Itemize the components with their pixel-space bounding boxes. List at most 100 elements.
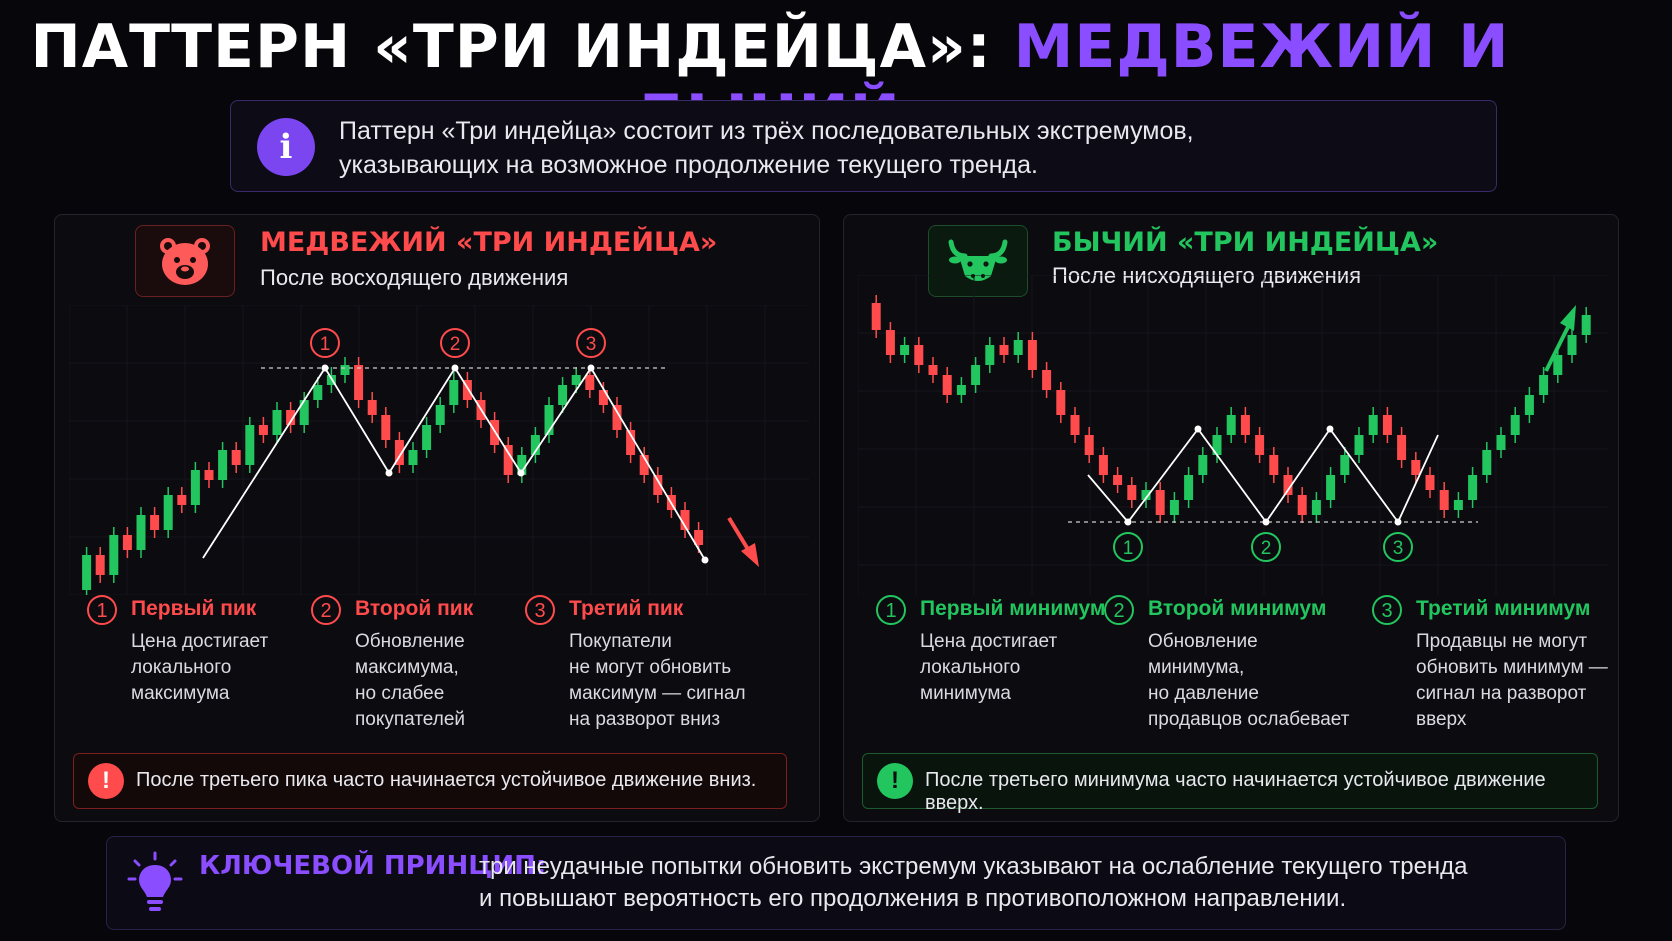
- bull-candle: [1311, 500, 1321, 515]
- bull-step-description: Обновление минимума, но давление продавцов …: [1148, 629, 1349, 733]
- bear-step-number: 2: [311, 595, 341, 625]
- bear-candle: [95, 555, 105, 575]
- bear-badge: [135, 225, 235, 297]
- bear-step-description-line: Покупатели: [569, 631, 672, 652]
- bull-candle: [871, 303, 881, 330]
- info-text: Паттерн «Три индейца» состоит из трёх по…: [339, 114, 1194, 182]
- bear-step-description: Обновление максимума, но слабее покупателей: [355, 629, 465, 733]
- bear-panel: МЕДВЕЖИЙ «ТРИ ИНДЕЙЦА» После восходящего…: [54, 214, 820, 822]
- bull-candle: [985, 345, 995, 365]
- svg-text:3: 3: [1393, 538, 1404, 559]
- bear-alert-text: После третьего пика часто начинается уст…: [136, 769, 757, 791]
- bull-candle: [1283, 475, 1293, 495]
- bear-candle: [598, 390, 608, 405]
- bear-candle: [626, 430, 636, 455]
- bull-title: БЫЧИЙ «ТРИ ИНДЕЙЦА»: [1052, 227, 1439, 258]
- bear-candle: [218, 450, 228, 480]
- bear-step-description-line: локального: [131, 657, 232, 678]
- bear-candle: [408, 450, 418, 465]
- title-part-white: ПАТТЕРН «ТРИ ИНДЕЙЦА»:: [30, 12, 992, 82]
- bear-candle: [109, 535, 119, 575]
- bull-candle: [1141, 490, 1151, 500]
- bull-candle: [1084, 435, 1094, 455]
- bear-step-description-line: но слабее: [355, 683, 445, 704]
- bull-candle: [1425, 475, 1435, 490]
- bull-candle: [1553, 355, 1563, 375]
- bear-candle: [340, 365, 350, 375]
- bear-step-number: 1: [87, 595, 117, 625]
- bear-candle: [462, 380, 472, 400]
- bear-title: МЕДВЕЖИЙ «ТРИ ИНДЕЙЦА»: [260, 227, 718, 258]
- bull-candle: [1411, 460, 1421, 475]
- bull-candle: [1127, 485, 1137, 500]
- bull-candle: [1098, 455, 1108, 475]
- key-principle-box: КЛЮЧЕВОЙ ПРИНЦИП: три неудачные попытки …: [106, 836, 1566, 930]
- bull-candle: [1013, 340, 1023, 355]
- bear-step-description-line: покупателей: [355, 709, 466, 730]
- bull-chart: 1 2 3: [858, 275, 1608, 595]
- bear-candle: [272, 410, 282, 435]
- bull-candle: [1240, 415, 1250, 435]
- bear-candle: [177, 495, 187, 505]
- bull-candle: [928, 365, 938, 375]
- info-box: i Паттерн «Три индейца» состоит из трёх …: [230, 100, 1497, 192]
- bear-candle: [435, 405, 445, 425]
- bull-alert-icon: !: [877, 763, 913, 799]
- bear-alert: ! После третьего пика часто начинается у…: [73, 753, 787, 809]
- bull-candle: [1027, 340, 1037, 370]
- info-icon: i: [257, 118, 315, 176]
- bear-step-description: Цена достигает локального максимума: [131, 629, 268, 707]
- bear-candles: [82, 357, 704, 595]
- bear-candle: [354, 365, 364, 400]
- page-title: ПАТТЕРН «ТРИ ИНДЕЙЦА»: МЕДВЕЖИЙ И БЫЧИЙ: [0, 12, 1540, 152]
- bull-candle: [1567, 335, 1577, 355]
- svg-text:1: 1: [320, 334, 331, 355]
- bear-step-description: Покупатели не могут обновить максимум — си…: [569, 629, 746, 733]
- bear-candle: [394, 440, 404, 465]
- bull-candle: [1070, 415, 1080, 435]
- bull-candle: [1056, 390, 1066, 415]
- bear-arrow-down-icon: [727, 516, 759, 567]
- key-principle-line-1: три неудачные попытки обновить экстремум…: [479, 853, 1468, 880]
- bear-candle: [381, 415, 391, 440]
- bear-step-number: 3: [525, 595, 555, 625]
- bull-candle: [885, 330, 895, 355]
- bull-candle: [1212, 435, 1222, 455]
- bear-marker-2: 2: [440, 328, 470, 358]
- bull-step-title: Второй минимум: [1148, 597, 1327, 620]
- bear-step-description-line: Обновление: [355, 631, 465, 652]
- bear-candle: [231, 450, 241, 465]
- bear-candle: [190, 470, 200, 505]
- bull-step-description: Цена достигает локального минимума: [920, 629, 1057, 707]
- bull-marker-2: 2: [1251, 532, 1281, 562]
- bear-candle: [585, 375, 595, 390]
- bear-candle: [680, 510, 690, 530]
- bear-candle: [163, 495, 173, 530]
- svg-text:2: 2: [450, 334, 461, 355]
- lightbulb-icon: [127, 851, 183, 911]
- bull-step-description-line: Цена достигает: [920, 631, 1058, 652]
- bull-candle: [1397, 435, 1407, 460]
- bull-step-description-line: сигнал на разворот: [1416, 683, 1587, 704]
- bull-candle: [999, 345, 1009, 355]
- key-principle-text: три неудачные попытки обновить экстремум…: [479, 851, 1468, 915]
- bull-candle: [1184, 475, 1194, 500]
- bull-candle: [956, 385, 966, 395]
- bear-candle: [558, 385, 568, 405]
- bear-candle: [313, 385, 323, 400]
- svg-text:2: 2: [1261, 538, 1272, 559]
- bull-candle: [1297, 495, 1307, 515]
- bear-candle: [503, 445, 513, 475]
- bull-step-title: Первый минимум: [920, 597, 1106, 620]
- bull-candle: [1524, 395, 1534, 415]
- bear-marker-1: 1: [310, 328, 340, 358]
- bull-candle: [1198, 455, 1208, 475]
- bear-step-description-line: максимума,: [355, 657, 459, 678]
- bear-candle: [530, 435, 540, 455]
- bear-candle: [653, 475, 663, 495]
- bear-candle: [367, 400, 377, 415]
- bull-candle: [1482, 450, 1492, 475]
- bull-candle: [1368, 415, 1378, 435]
- bull-step-number: 3: [1372, 595, 1402, 625]
- bull-step-description-line: локального: [920, 657, 1021, 678]
